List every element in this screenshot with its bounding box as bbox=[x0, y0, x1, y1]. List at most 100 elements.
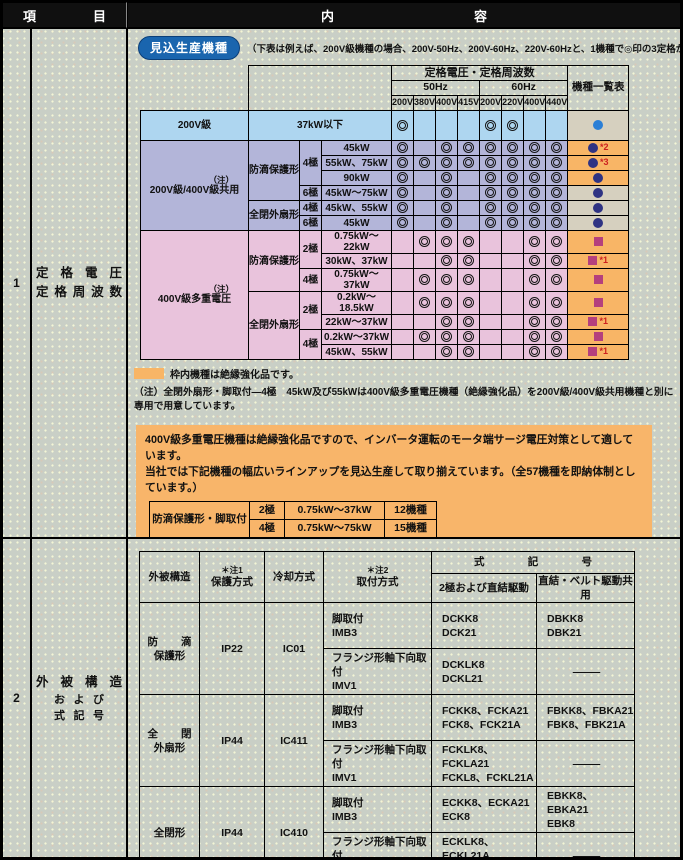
double-circle-mark bbox=[441, 255, 453, 267]
rating-mark-cell bbox=[390, 329, 415, 345]
label-char: び bbox=[93, 693, 104, 706]
lineup-count: 15機種 bbox=[384, 519, 437, 537]
rating-mark-cell bbox=[523, 155, 547, 171]
model-code: FBKK8、FBKA21 bbox=[547, 704, 634, 717]
model-code: DCK21 bbox=[442, 626, 477, 639]
t2-model-codes-direct: FCKLK8、FCKLA21 FCKL8、FCKL21A bbox=[431, 740, 537, 788]
pole-cell: 2極 bbox=[299, 291, 322, 330]
model-list-cell bbox=[567, 268, 630, 292]
rating-mark-cell bbox=[390, 185, 415, 201]
t2-body-row: 全閉形 IP44 IC410 脚取付 IMB3 ECKK8、ECKA21 ECK8 EBKK8… bbox=[139, 786, 635, 857]
table-row: 30kW、37kW *1 bbox=[141, 253, 630, 269]
model-code: FBK8、FBK21A bbox=[547, 718, 626, 731]
rating-mark-cell bbox=[501, 344, 525, 360]
double-circle-mark bbox=[463, 316, 475, 328]
rating-mark-cell bbox=[523, 253, 547, 269]
rating-mark-cell bbox=[413, 253, 437, 269]
table-row: 55kW、75kW *3 bbox=[141, 155, 630, 171]
double-circle-mark bbox=[397, 142, 409, 154]
t2-model-codes-belt: ——— bbox=[536, 832, 635, 857]
model-code: FCK8、FCK21A bbox=[442, 718, 521, 731]
rating-mark-cell bbox=[501, 314, 525, 330]
rating-mark-cell bbox=[523, 268, 547, 292]
spec-cell: 0.2kW〜18.5kW bbox=[321, 291, 392, 315]
double-circle-mark bbox=[463, 297, 475, 309]
table-row: 全閉外扇形 2極 0.2kW〜18.5kW bbox=[141, 291, 630, 360]
double-circle-mark bbox=[397, 217, 409, 229]
rating-mark-cell bbox=[523, 344, 547, 360]
t1-volt-415V: 415V bbox=[457, 95, 481, 111]
t1-subhead-empty bbox=[248, 65, 392, 111]
model-list-cell: *1 bbox=[567, 253, 630, 269]
row1-label: 定格電圧定格周波数 bbox=[31, 28, 127, 538]
double-circle-mark bbox=[529, 346, 541, 358]
t2-header-cooling: 冷却方式 bbox=[264, 550, 324, 604]
rating-mark-cell bbox=[545, 170, 569, 186]
rating-mark-cell bbox=[457, 155, 481, 171]
table-row: （注） 400V級多重電圧 防滴保護形 2極 0.75kW〜22kW bbox=[140, 230, 630, 360]
rating-mark-cell bbox=[479, 170, 503, 186]
model-list-cell bbox=[567, 291, 630, 315]
rating-mark-cell bbox=[479, 200, 503, 216]
spec-cell: 22kW〜37kW bbox=[321, 314, 392, 330]
double-circle-mark bbox=[551, 157, 563, 169]
rating-mark-cell bbox=[435, 314, 459, 330]
double-circle-mark bbox=[485, 142, 497, 154]
double-circle-mark bbox=[397, 187, 409, 199]
t1-volt-440V: 440V bbox=[545, 95, 569, 111]
legend-text: 枠内機種は絶縁強化品です。 bbox=[170, 370, 299, 381]
code-title-char: 記 bbox=[527, 556, 539, 569]
t1-volt-200V: 200V bbox=[390, 95, 415, 111]
rating-mark-cell bbox=[413, 215, 437, 231]
t2-body-row: フランジ形軸下向取付IMV1ECKLK8、ECKL21AECKL8、ECKLA2… bbox=[140, 832, 635, 857]
mount-code: IMV1 bbox=[332, 771, 357, 784]
double-circle-mark bbox=[529, 157, 541, 169]
rating-mark-cell bbox=[545, 230, 569, 254]
pole-cell: 4極 bbox=[299, 200, 322, 216]
t2-cooling-cell: IC410 bbox=[264, 786, 324, 857]
enclosure-cell: 防滴保護形 bbox=[248, 230, 300, 292]
rating-mark-cell bbox=[479, 140, 503, 156]
lineup-pole: 4極 bbox=[249, 519, 285, 537]
double-circle-mark bbox=[441, 297, 453, 309]
t2-header-enclosure: 外被構造 bbox=[139, 550, 200, 604]
mount-code: IMB3 bbox=[332, 810, 358, 823]
model-list-cell: *1 bbox=[567, 344, 630, 360]
label-char: 周 bbox=[72, 285, 86, 299]
double-circle-mark bbox=[551, 217, 563, 229]
label-char: 記 bbox=[73, 709, 85, 722]
spec-cell: 45kW、55kW bbox=[321, 344, 392, 360]
t2-header-mounting: ＊注2 取付方式 bbox=[323, 550, 432, 604]
model-code: EBKK8、EBKA21 bbox=[547, 789, 594, 816]
lineup-row: 4極 0.75kW〜75kW 15機種 bbox=[150, 519, 437, 537]
double-circle-mark bbox=[441, 217, 453, 229]
t2-enclosure-cell: 防滴保護形 bbox=[139, 602, 200, 696]
double-circle-mark bbox=[485, 187, 497, 199]
rating-mark-cell bbox=[435, 215, 459, 231]
empty-dash: ——— bbox=[572, 665, 600, 678]
double-circle-mark bbox=[551, 142, 563, 154]
t2-protection-cell: IP44 bbox=[199, 786, 265, 857]
navy-dot-mark bbox=[593, 187, 604, 198]
rating-mark-cell bbox=[390, 170, 415, 186]
t2-body-row: 全閉外扇形 IP44 IC411 脚取付 IMB3 FCKK8、FCKA21 FCK8、FC… bbox=[139, 694, 635, 788]
enclosure-line: 外扇形 bbox=[153, 741, 186, 754]
double-circle-mark bbox=[441, 346, 453, 358]
double-circle-mark bbox=[463, 255, 475, 267]
enclosure-cell: 全閉外扇形 bbox=[248, 200, 300, 231]
rating-mark-cell bbox=[523, 110, 547, 141]
rating-mark-cell bbox=[390, 230, 415, 254]
double-circle-mark bbox=[529, 142, 541, 154]
rating-mark-cell bbox=[501, 215, 525, 231]
label-char: 定 bbox=[36, 285, 49, 299]
magenta-square-mark bbox=[588, 256, 598, 266]
label-char: 号 bbox=[93, 709, 104, 722]
label-char: 被 bbox=[60, 674, 73, 689]
rating-mark-cell bbox=[523, 291, 547, 315]
rating-mark-cell bbox=[545, 344, 569, 360]
rating-mark-cell bbox=[479, 253, 503, 269]
rating-mark-cell bbox=[501, 110, 525, 141]
magenta-square-mark bbox=[593, 298, 603, 308]
double-circle-mark bbox=[441, 142, 453, 154]
